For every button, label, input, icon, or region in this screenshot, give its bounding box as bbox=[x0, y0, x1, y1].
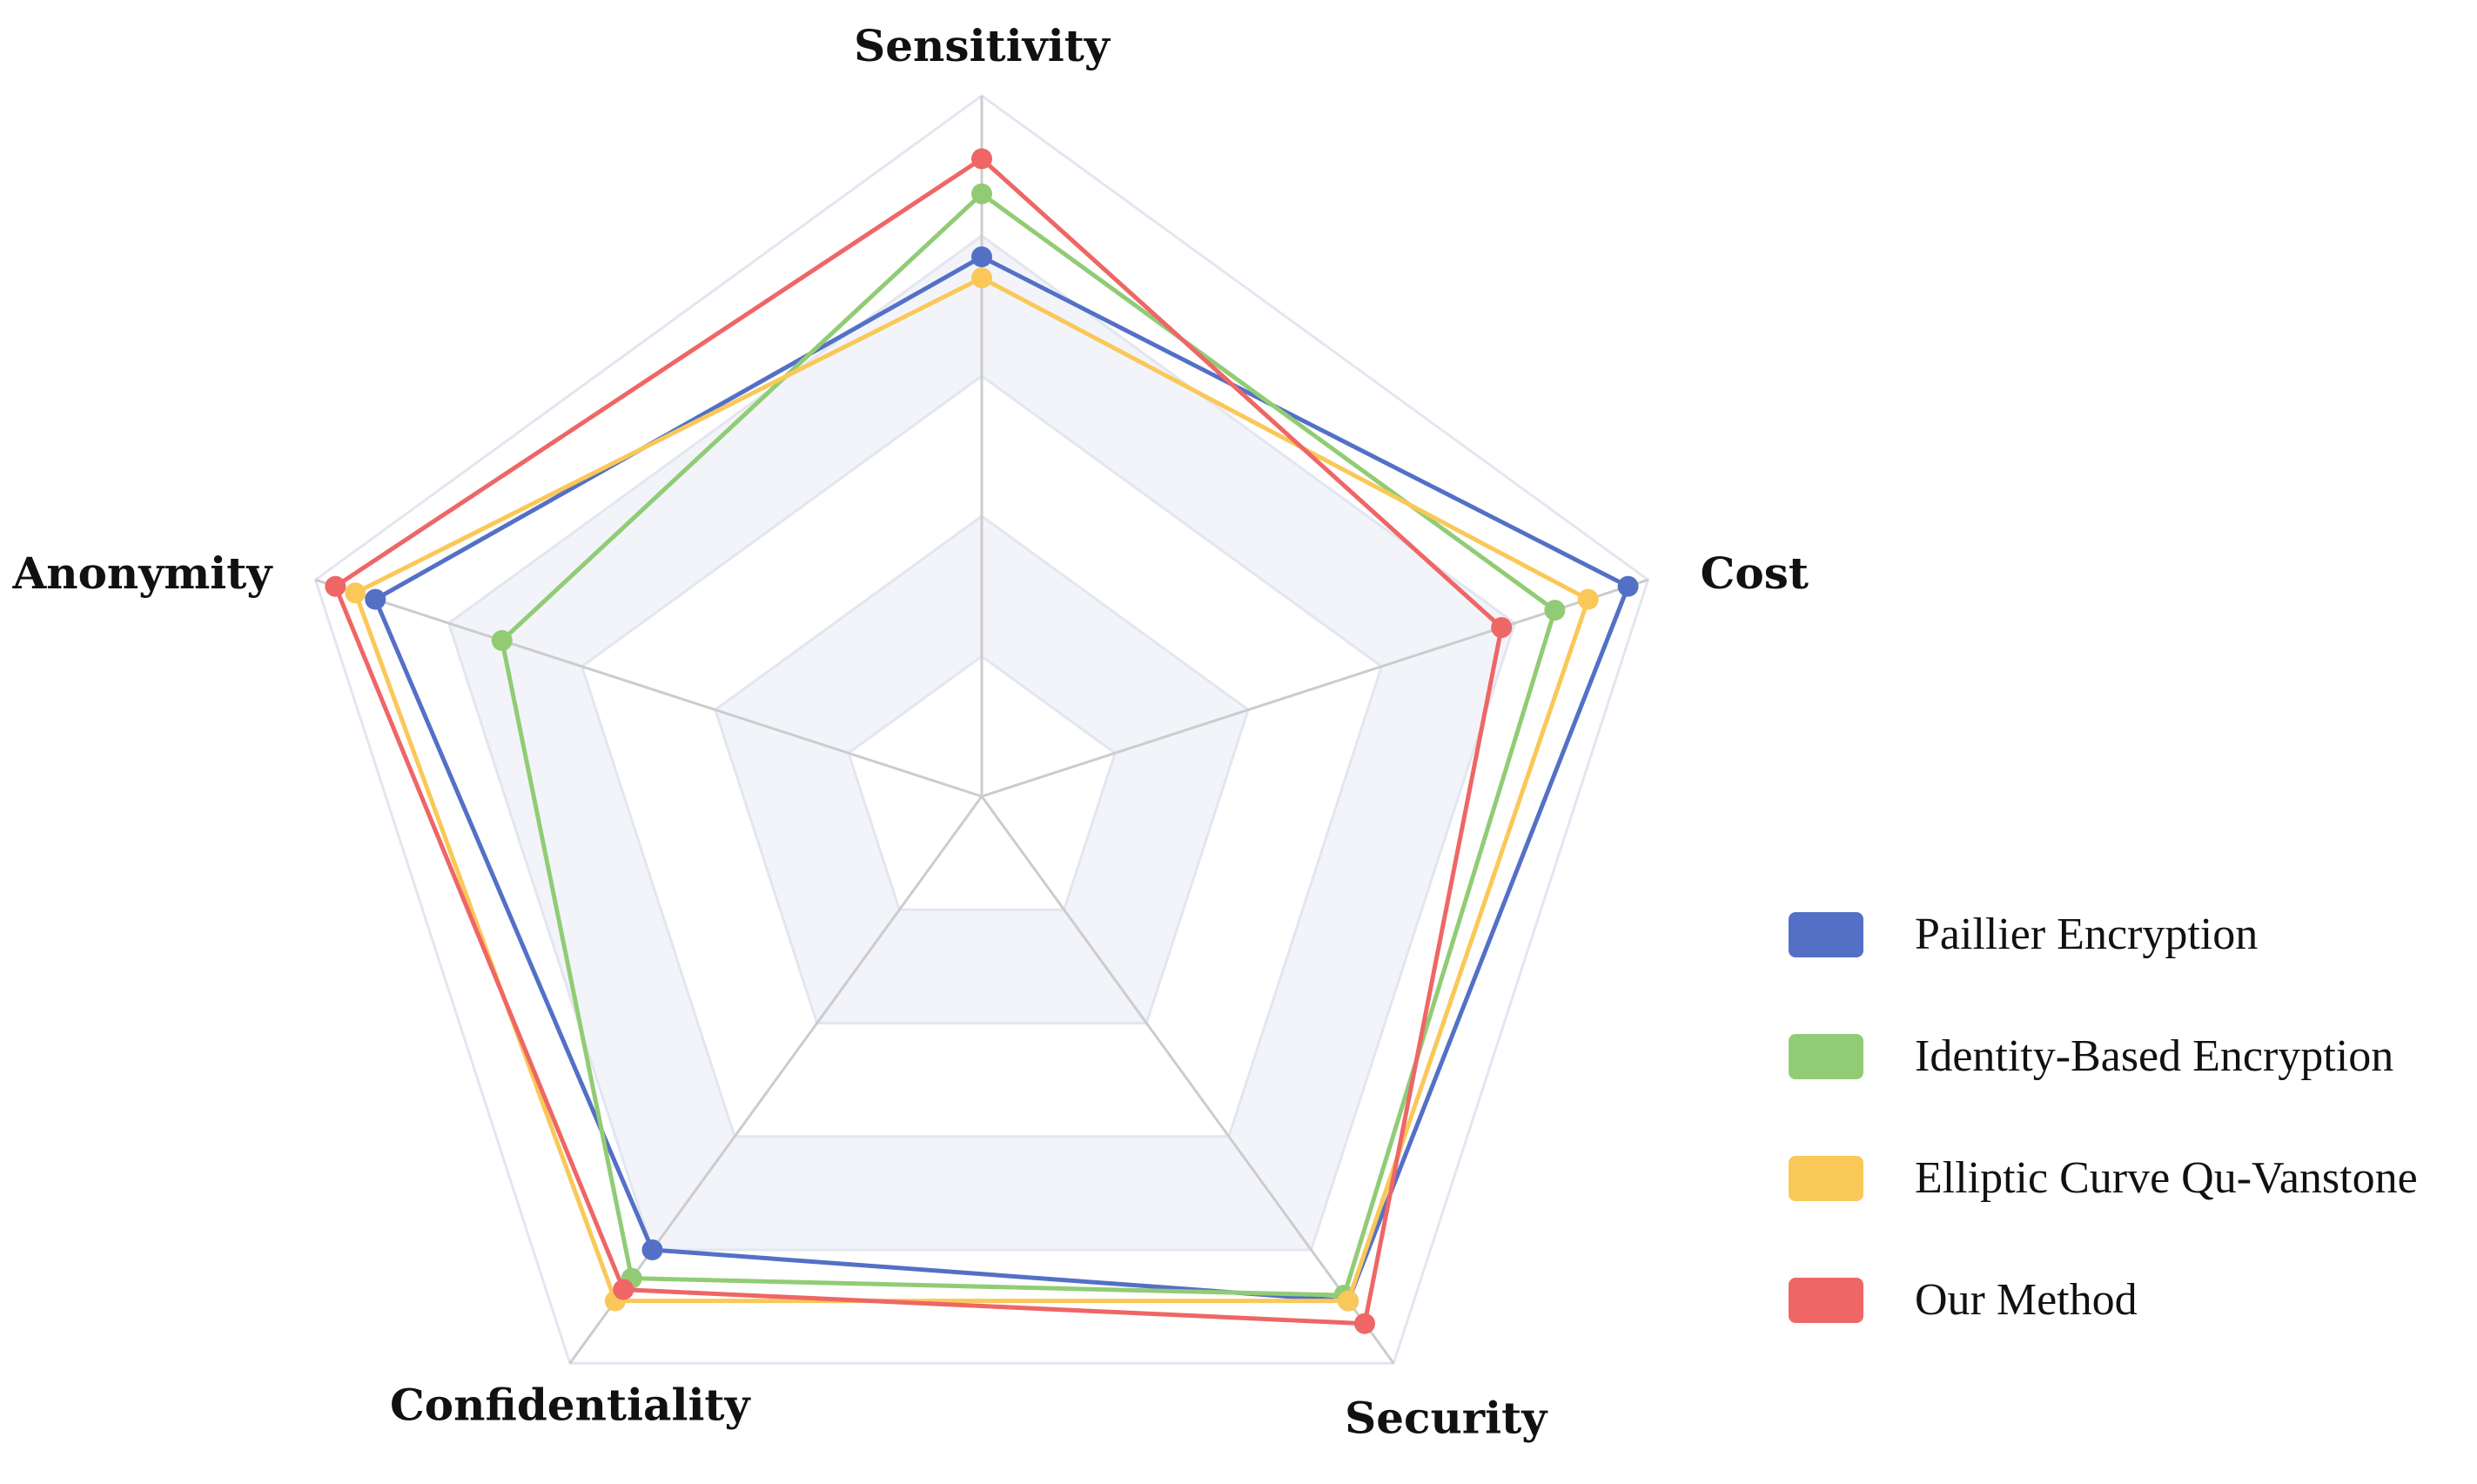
legend-swatch-elliptic-curve-qu-vanstone bbox=[1789, 1156, 1863, 1201]
point-identity-based-encryption-sensitivity[interactable] bbox=[971, 183, 992, 205]
legend-label-elliptic-curve-qu-vanstone: Elliptic Curve Qu-Vanstone bbox=[1915, 1153, 2418, 1203]
axis-label-cost: Cost bbox=[1701, 547, 1809, 599]
series-our-method bbox=[325, 148, 1513, 1334]
legend-swatch-paillier-encryption bbox=[1789, 912, 1863, 957]
legend-item-elliptic-curve-qu-vanstone[interactable]: Elliptic Curve Qu-Vanstone bbox=[1789, 1153, 2418, 1203]
axis-spokes bbox=[314, 96, 1649, 1365]
axis-spoke-confidentiality bbox=[568, 796, 983, 1365]
grid-ring-5 bbox=[313, 94, 1650, 1365]
point-identity-based-encryption-anonymity[interactable] bbox=[491, 629, 513, 651]
point-elliptic-curve-qu-vanstone-sensitivity[interactable] bbox=[971, 267, 992, 289]
axis-spoke-cost bbox=[981, 578, 1649, 798]
grid-ring-1 bbox=[847, 655, 1117, 911]
grid-ring-2 bbox=[714, 514, 1250, 1024]
legend-swatch-our-method bbox=[1789, 1278, 1863, 1323]
series-elliptic-curve-qu-vanstone bbox=[345, 267, 1599, 1312]
point-elliptic-curve-qu-vanstone-cost[interactable] bbox=[1577, 588, 1599, 610]
legend-item-our-method[interactable]: Our Method bbox=[1789, 1275, 2138, 1325]
point-our-method-anonymity[interactable] bbox=[325, 575, 346, 597]
point-paillier-encryption-confidentiality[interactable] bbox=[641, 1239, 663, 1260]
point-elliptic-curve-qu-vanstone-anonymity[interactable] bbox=[345, 582, 366, 604]
series-line-elliptic-curve-qu-vanstone bbox=[352, 275, 1591, 1304]
legend-item-paillier-encryption[interactable]: Paillier Encryption bbox=[1789, 910, 2258, 959]
legend-label-our-method: Our Method bbox=[1915, 1275, 2138, 1325]
axis-label-anonymity: Anonymity bbox=[11, 547, 273, 599]
legend-label-identity-based-encryption: Identity-Based Encryption bbox=[1915, 1031, 2393, 1081]
series-layer bbox=[325, 148, 1639, 1334]
point-our-method-security[interactable] bbox=[1354, 1313, 1375, 1334]
legend-item-identity-based-encryption[interactable]: Identity-Based Encryption bbox=[1789, 1031, 2393, 1081]
point-our-method-cost[interactable] bbox=[1491, 617, 1513, 638]
series-line-identity-based-encryption bbox=[500, 191, 1557, 1298]
point-elliptic-curve-qu-vanstone-security[interactable] bbox=[1338, 1290, 1359, 1312]
point-our-method-confidentiality[interactable] bbox=[613, 1279, 634, 1300]
axis-label-security: Security bbox=[1345, 1392, 1548, 1443]
axis-spoke-security bbox=[980, 796, 1395, 1365]
series-line-paillier-encryption bbox=[373, 254, 1631, 1304]
point-paillier-encryption-anonymity[interactable] bbox=[365, 588, 386, 610]
series-line-our-method bbox=[332, 156, 1504, 1326]
axis-label-sensitivity: Sensitivity bbox=[854, 20, 1111, 71]
point-identity-based-encryption-cost[interactable] bbox=[1544, 600, 1566, 621]
legend-swatch-identity-based-encryption bbox=[1789, 1034, 1863, 1079]
point-paillier-encryption-sensitivity[interactable] bbox=[971, 246, 992, 268]
axis-label-confidentiality: Confidentiality bbox=[390, 1379, 752, 1430]
axis-labels: Sensitivity Cost Security Confidentiality An… bbox=[11, 20, 1809, 1443]
legend-label-paillier-encryption: Paillier Encryption bbox=[1915, 910, 2258, 959]
series-identity-based-encryption bbox=[491, 183, 1566, 1306]
axis-spoke-anonymity bbox=[314, 578, 983, 798]
point-our-method-sensitivity[interactable] bbox=[971, 148, 992, 170]
point-paillier-encryption-cost[interactable] bbox=[1617, 575, 1639, 597]
grid-ring-3 bbox=[580, 374, 1384, 1138]
legend: Paillier Encryption Identity-Based Encryp… bbox=[1789, 910, 2418, 1325]
